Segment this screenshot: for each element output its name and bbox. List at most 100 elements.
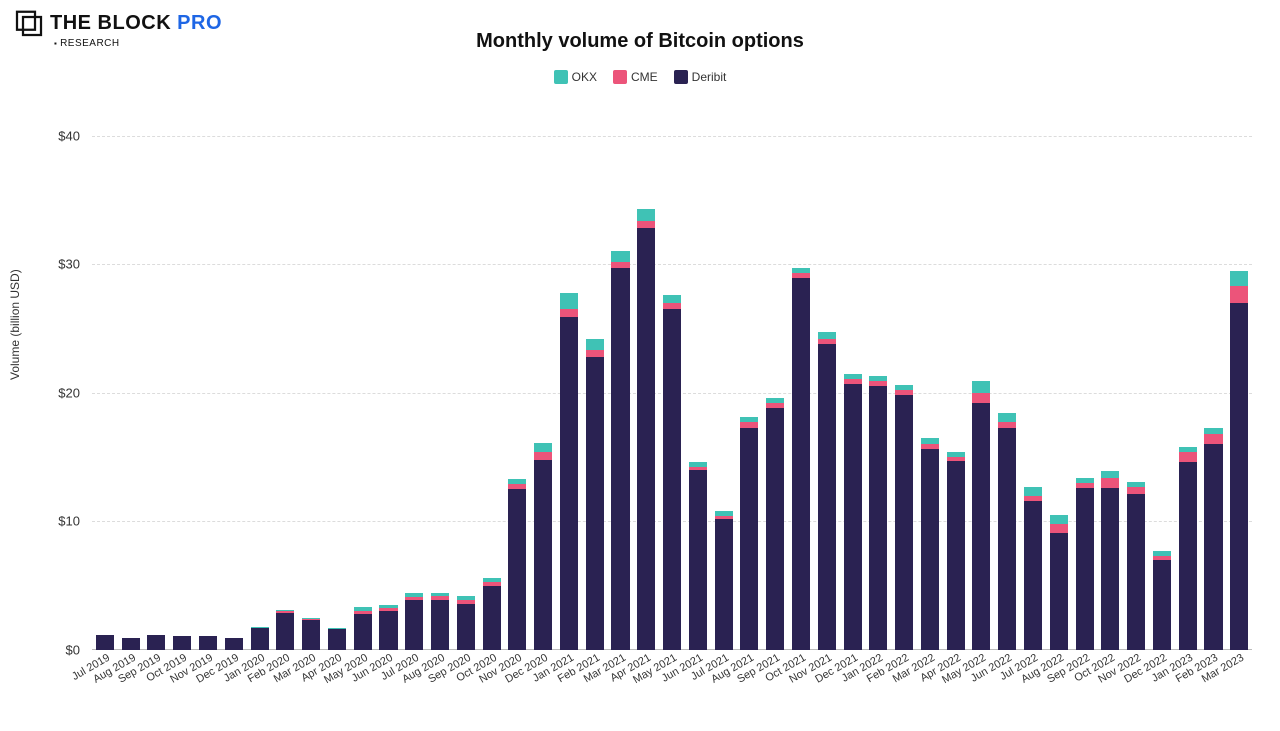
bar-segment-cme (1204, 434, 1222, 444)
bar-segment-deribit (1076, 488, 1094, 650)
bar-segment-deribit (483, 586, 501, 650)
bar-stack (663, 295, 681, 650)
bar-segment-deribit (328, 629, 346, 650)
bar-stack (483, 578, 501, 650)
bar-column: Dec 2019 (221, 638, 247, 650)
bar-stack (1024, 487, 1042, 650)
bar-column: Oct 2019 (169, 636, 195, 650)
chart-title: Monthly volume of Bitcoin options (0, 30, 1280, 53)
bar-segment-deribit (1050, 533, 1068, 650)
bar-column: Jul 2019 (92, 635, 118, 650)
bar-segment-deribit (895, 395, 913, 650)
bar-column: Jan 2021 (556, 293, 582, 650)
bar-segment-okx (1024, 487, 1042, 496)
bar-segment-deribit (715, 519, 733, 650)
bar-segment-okx (637, 209, 655, 221)
bar-column: Sep 2020 (453, 596, 479, 650)
bar-segment-deribit (1230, 303, 1248, 650)
bar-column: Sep 2022 (1072, 478, 1098, 650)
legend-label: CME (631, 70, 658, 84)
bar-segment-deribit (276, 613, 294, 650)
bar-segment-deribit (431, 600, 449, 650)
bar-segment-deribit (508, 489, 526, 650)
bar-column: Oct 2020 (479, 578, 505, 650)
bar-segment-deribit (792, 278, 810, 650)
bar-segment-okx (560, 293, 578, 310)
bar-column: Oct 2021 (788, 268, 814, 650)
legend-label: Deribit (692, 70, 727, 84)
bar-segment-deribit (457, 604, 475, 650)
bar-segment-okx (1230, 271, 1248, 286)
bar-segment-deribit (818, 344, 836, 650)
y-tick-label: $40 (20, 128, 80, 143)
bar-column: Oct 2022 (1097, 471, 1123, 650)
bar-stack (1179, 447, 1197, 650)
bar-segment-cme (972, 393, 990, 403)
bar-stack (560, 293, 578, 650)
bar-segment-cme (1230, 286, 1248, 303)
bar-segment-deribit (1024, 501, 1042, 650)
bar-stack (534, 443, 552, 650)
bar-segment-deribit (611, 268, 629, 650)
bar-segment-okx (611, 251, 629, 261)
bar-stack (251, 627, 269, 650)
bar-column: Mar 2020 (298, 618, 324, 650)
bar-stack (715, 511, 733, 650)
bar-stack (96, 635, 114, 650)
bar-column: Aug 2022 (1046, 515, 1072, 650)
bar-stack (1127, 482, 1145, 650)
bar-column: Dec 2021 (840, 374, 866, 650)
bar-column: Jul 2021 (711, 511, 737, 650)
bar-segment-deribit (1153, 560, 1171, 650)
bar-stack (457, 596, 475, 650)
bar-column: Jul 2022 (1020, 487, 1046, 650)
bar-stack (637, 209, 655, 650)
bar-column: Aug 2019 (118, 638, 144, 650)
bar-stack (998, 413, 1016, 650)
chart-plot-area: $0$10$20$30$40Jul 2019Aug 2019Sep 2019Oc… (92, 110, 1252, 650)
bar-column: Sep 2021 (762, 398, 788, 650)
bar-segment-deribit (379, 611, 397, 650)
bar-segment-deribit (405, 600, 423, 650)
bar-column: Feb 2023 (1201, 428, 1227, 650)
bar-segment-okx (972, 381, 990, 393)
y-tick-label: $0 (20, 643, 80, 658)
bar-stack (1076, 478, 1094, 650)
bar-stack (328, 628, 346, 650)
legend-label: OKX (572, 70, 597, 84)
bar-column: May 2021 (659, 295, 685, 650)
bar-stack (740, 417, 758, 650)
bar-stack (972, 381, 990, 650)
bar-stack (947, 452, 965, 650)
legend-swatch-icon (554, 70, 568, 84)
bar-stack (354, 607, 372, 650)
bar-stack (586, 339, 604, 650)
bar-stack (147, 635, 165, 650)
bar-segment-deribit (869, 386, 887, 650)
bar-segment-okx (586, 339, 604, 351)
bar-stack (199, 636, 217, 650)
bar-column: Jul 2020 (401, 593, 427, 650)
bars-container: Jul 2019Aug 2019Sep 2019Oct 2019Nov 2019… (92, 110, 1252, 650)
bar-segment-deribit (1204, 444, 1222, 650)
bar-column: Feb 2020 (272, 610, 298, 650)
bar-stack (173, 636, 191, 650)
bar-column: Jan 2020 (247, 627, 273, 650)
y-tick-label: $20 (20, 385, 80, 400)
y-axis-label: Volume (billion USD) (8, 269, 22, 380)
bar-segment-deribit (1101, 488, 1119, 650)
bar-segment-deribit (302, 620, 320, 650)
legend-swatch-icon (674, 70, 688, 84)
bar-segment-okx (998, 413, 1016, 422)
bar-stack (818, 332, 836, 650)
bar-segment-deribit (534, 460, 552, 650)
bar-column: Apr 2021 (633, 209, 659, 650)
bar-column: Mar 2023 (1226, 271, 1252, 650)
bar-column: Nov 2019 (195, 636, 221, 650)
bar-segment-deribit (147, 635, 165, 650)
bar-segment-deribit (1179, 462, 1197, 650)
bar-segment-deribit (844, 384, 862, 650)
bar-segment-deribit (972, 403, 990, 650)
bar-segment-deribit (637, 228, 655, 650)
bar-segment-cme (1050, 524, 1068, 533)
